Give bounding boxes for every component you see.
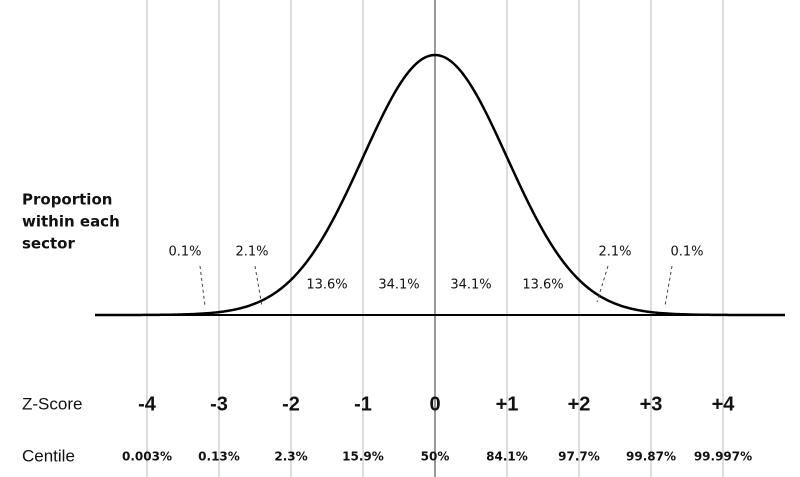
centile: 15.9% xyxy=(342,450,384,464)
z-score-label: Z-Score xyxy=(22,394,82,413)
centile: 97.7% xyxy=(558,450,600,464)
z-score: -2 xyxy=(282,393,300,415)
z-score: 0 xyxy=(429,393,440,415)
z-score: +1 xyxy=(496,393,519,415)
z-score: -4 xyxy=(138,393,157,415)
centile: 0.13% xyxy=(198,450,240,464)
sector-percent: 13.6% xyxy=(522,278,563,293)
z-score: +2 xyxy=(568,393,591,415)
centile-label: Centile xyxy=(22,446,75,465)
z-score: -3 xyxy=(210,393,228,415)
proportion-label: within each xyxy=(22,213,120,231)
centile: 99.997% xyxy=(694,450,752,464)
z-score: +4 xyxy=(712,393,736,415)
centile: 2.3% xyxy=(274,450,307,464)
proportion-label: sector xyxy=(22,235,75,253)
sector-percent: 2.1% xyxy=(598,245,631,260)
centile: 84.1% xyxy=(486,450,528,464)
sector-percent: 34.1% xyxy=(378,278,419,293)
leader-line xyxy=(199,265,206,307)
sector-percent: 0.1% xyxy=(670,245,703,260)
centile: 99.87% xyxy=(626,450,676,464)
leader-line xyxy=(596,265,609,303)
sector-percent: 34.1% xyxy=(450,278,491,293)
sector-percent: 13.6% xyxy=(306,278,347,293)
centile: 50% xyxy=(421,450,450,464)
centile: 0.003% xyxy=(122,450,172,464)
z-score: -1 xyxy=(354,393,372,415)
sector-percent: 2.1% xyxy=(235,245,268,260)
sector-percent: 0.1% xyxy=(168,245,201,260)
diagram-layer xyxy=(95,0,785,477)
proportion-label: Proportion xyxy=(22,191,112,209)
leader-line xyxy=(254,265,263,307)
bell-curve xyxy=(95,53,785,317)
leader-line xyxy=(664,265,673,307)
z-score: +3 xyxy=(640,393,663,415)
